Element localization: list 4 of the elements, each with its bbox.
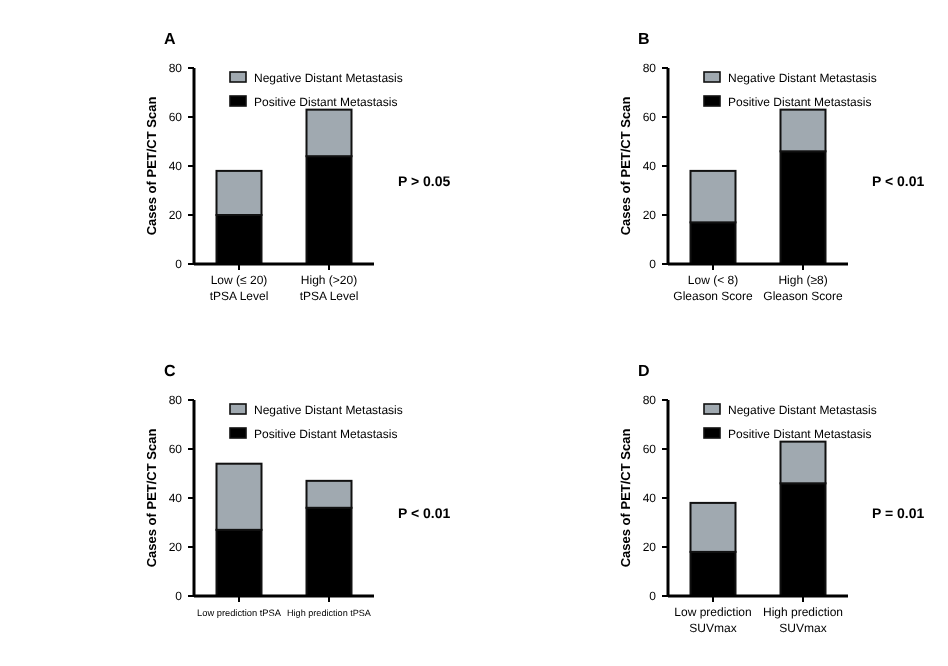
chart-title: B [638, 30, 650, 48]
chart-title: D [638, 362, 650, 380]
chart-title: A [164, 30, 176, 48]
chart-title: C [164, 362, 176, 380]
